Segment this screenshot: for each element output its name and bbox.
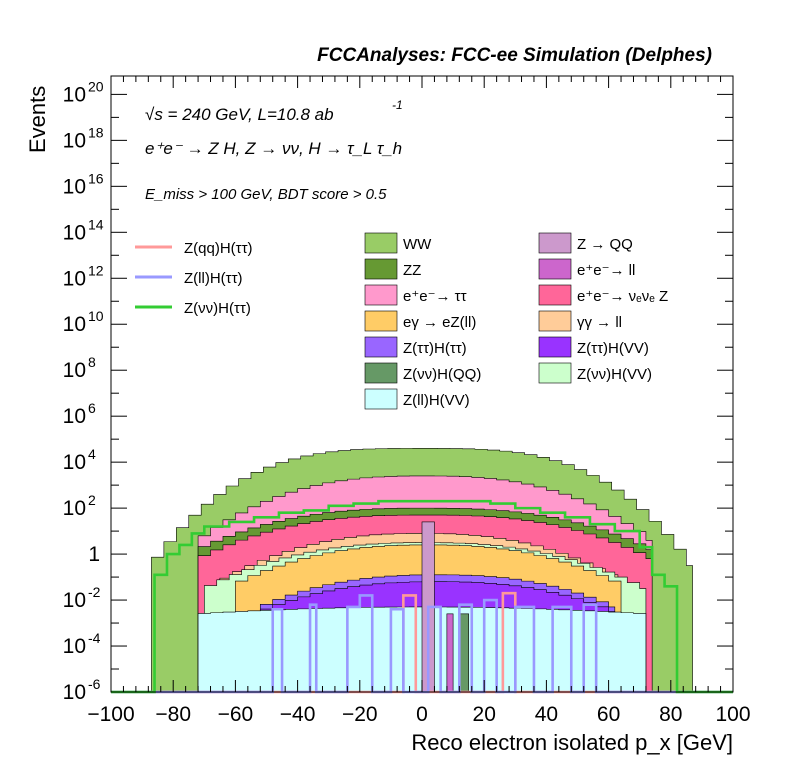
y-tick-label: 10 (63, 635, 86, 658)
y-tick-label: 10 (63, 129, 86, 152)
legend-fill-swatch (538, 336, 572, 358)
line-z-h (111, 499, 733, 694)
y-tick-label: 10 (63, 681, 86, 704)
y-tick-exponent: -4 (88, 630, 101, 646)
chart-title: FCCAnalyses: FCC-ee Simulation (Delphes) (317, 45, 712, 66)
line-z-ll-h (111, 594, 733, 694)
x-tick-label: 20 (473, 703, 496, 726)
y-tick-label: 10 (63, 405, 86, 428)
lumi-exponent: -1 (392, 98, 403, 112)
legend-fill-swatch (364, 388, 398, 410)
y-tick-exponent: 4 (88, 446, 96, 462)
y-tick-label: 10 (63, 83, 86, 106)
legend-fill-swatch (538, 284, 572, 306)
legend-fill-swatch (538, 362, 572, 384)
y-tick-label: 10 (63, 497, 86, 520)
y-tick-exponent: -6 (88, 676, 101, 692)
legend-fill-label: Z(νν)H(QQ) (403, 366, 481, 383)
legend-line-label: Z(νν)H(ττ) (184, 300, 251, 317)
legend-fill-swatch (364, 284, 398, 306)
y-tick-label: 10 (63, 267, 86, 290)
legend-fill-swatch (538, 310, 572, 332)
legend-fill-swatch (538, 258, 572, 280)
x-tick-label: −40 (280, 703, 316, 726)
x-tick-label: 80 (659, 703, 682, 726)
x-axis-label: Reco electron isolated p_x [GeV] (411, 730, 733, 755)
legend-fill-label: e⁺e⁻→ ττ (403, 288, 467, 305)
y-tick-label: 10 (63, 359, 86, 382)
spike-z-h-qq (459, 613, 469, 693)
process-annotation: e⁺e⁻ → Z H, Z → νν, H → τ_L τ_h (145, 139, 402, 158)
legend-fill-swatch (364, 336, 398, 358)
y-tick-label: 1 (88, 543, 100, 566)
x-tick-label: −20 (342, 703, 378, 726)
y-tick-exponent: 20 (88, 78, 104, 94)
x-tick-label: 40 (535, 703, 558, 726)
y-tick-exponent: 6 (88, 400, 96, 416)
legend-fill-swatch (538, 232, 572, 254)
y-tick-exponent: 18 (88, 124, 104, 140)
legend-fill-label: Z(ττ)H(ττ) (403, 340, 467, 357)
legend-fill-label: eγ → eZ(ll) (403, 314, 476, 331)
x-tick-label: −100 (87, 703, 134, 726)
x-tick-label: −60 (218, 703, 254, 726)
y-tick-label: 10 (63, 221, 86, 244)
legend-fill-label: e⁺e⁻→ ll (577, 262, 635, 279)
legend-fill-label: γγ → ll (577, 314, 622, 331)
legend-fill-label: WW (403, 236, 432, 253)
cuts-annotation: E_miss > 100 GeV, BDT score > 0.5 (145, 186, 387, 203)
y-tick-exponent: 14 (88, 216, 104, 232)
x-tick-label: 0 (416, 703, 428, 726)
legend-line-label: Z(ll)H(ττ) (184, 270, 243, 287)
y-axis-label: Events (25, 86, 50, 153)
legend-line-label: Z(qq)H(ττ) (184, 240, 253, 257)
legend-fill-swatch (364, 310, 398, 332)
legend-fill-label: Z → QQ (577, 236, 633, 253)
legend-fill-swatch (364, 258, 398, 280)
y-tick-label: 10 (63, 175, 86, 198)
legend-fill-label: Z(ττ)H(VV) (577, 340, 649, 357)
legend-fill-swatch (364, 362, 398, 384)
spike-e-e-ll (446, 613, 454, 693)
x-tick-label: 100 (715, 703, 750, 726)
y-tick-exponent: -2 (88, 584, 101, 600)
x-tick-label: −80 (155, 703, 191, 726)
legend-fill-label: e⁺e⁻→ νₑνₑ Z (577, 288, 668, 305)
annotation-layer: √s = 240 GeV, L=10.8 ab -1 e⁺e⁻ → Z H, Z… (145, 98, 403, 203)
energy-lumi-annotation: √s = 240 GeV, L=10.8 ab (145, 105, 334, 124)
legend-fill-label: Z(νν)H(VV) (577, 366, 652, 383)
legend-fill-label: ZZ (403, 262, 421, 279)
y-tick-label: 10 (63, 451, 86, 474)
y-tick-label: 10 (63, 589, 86, 612)
y-tick-label: 10 (63, 313, 86, 336)
legend-fill-swatch (364, 232, 398, 254)
y-tick-exponent: 2 (88, 492, 96, 508)
y-tick-exponent: 8 (88, 354, 96, 370)
y-tick-exponent: 16 (88, 170, 104, 186)
y-tick-exponent: 10 (88, 308, 104, 324)
y-tick-exponent: 12 (88, 262, 104, 278)
x-tick-label: 60 (597, 703, 620, 726)
legend-fill-label: Z(ll)H(VV) (403, 392, 470, 409)
legend: Z(qq)H(ττ) Z(ll)H(ττ) Z(νν)H(ττ) WW Z → QQ ZZ… (135, 232, 668, 410)
